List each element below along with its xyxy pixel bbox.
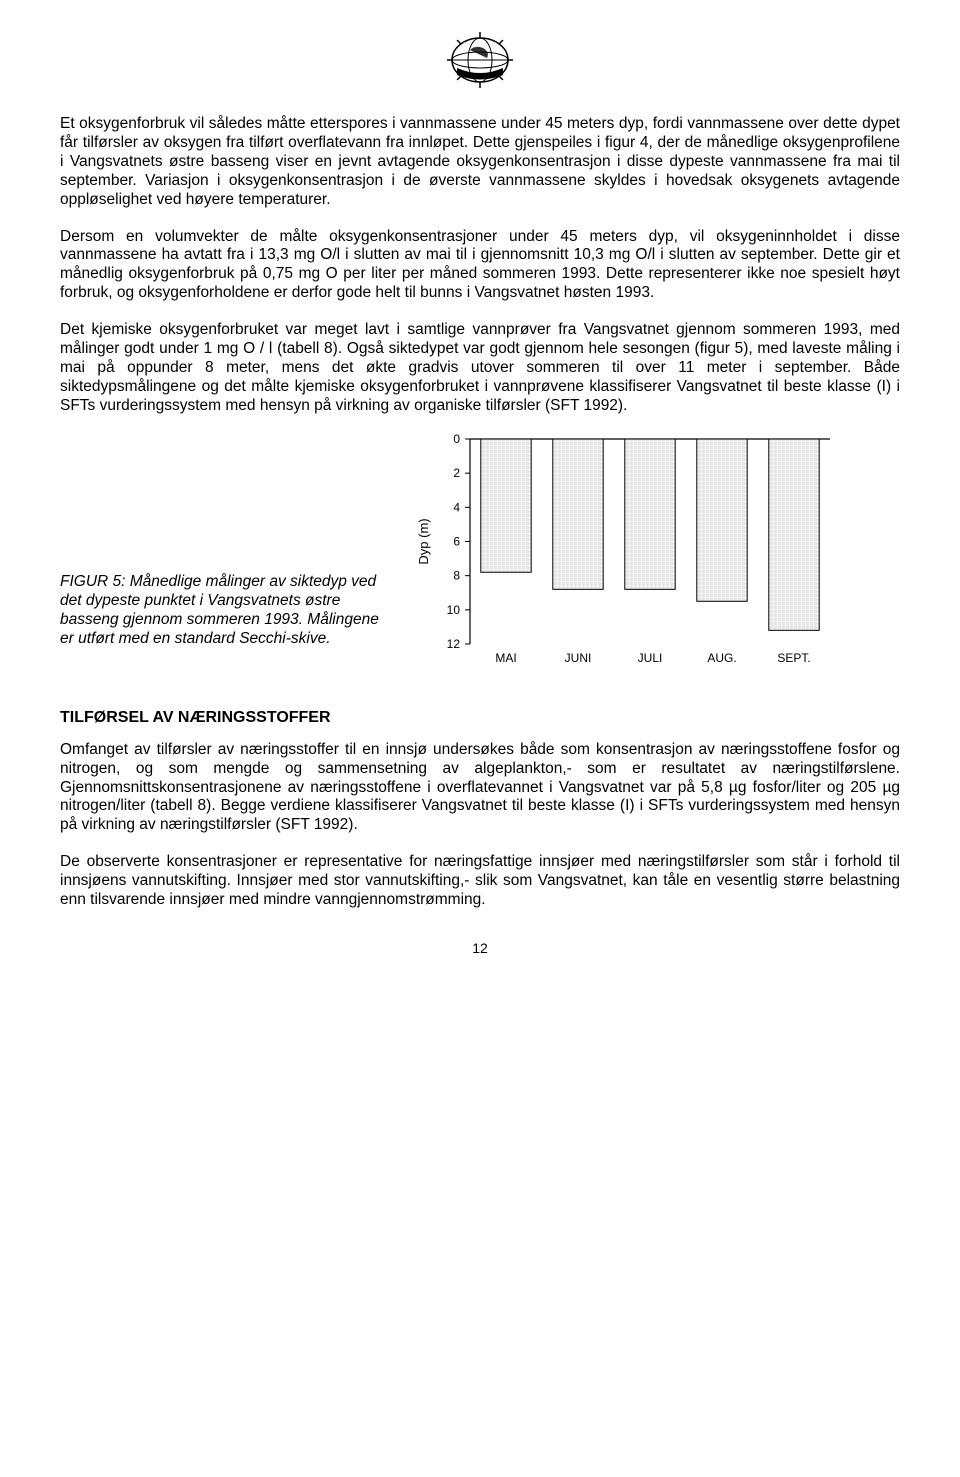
paragraph-4: Omfanget av tilførsler av næringsstoffer… xyxy=(60,741,900,836)
figure-5-caption: FIGUR 5: Månedlige målinger av siktedyp … xyxy=(60,573,390,679)
header-logo xyxy=(60,30,900,95)
paragraph-5: De observerte konsentrasjoner er represe… xyxy=(60,853,900,910)
svg-text:SEPT.: SEPT. xyxy=(777,651,810,665)
svg-text:0: 0 xyxy=(453,434,460,446)
svg-text:2: 2 xyxy=(453,466,460,480)
page-number: 12 xyxy=(60,940,900,956)
svg-text:JUNI: JUNI xyxy=(565,651,592,665)
svg-text:10: 10 xyxy=(447,603,461,617)
svg-text:4: 4 xyxy=(453,500,460,514)
section-heading: TILFØRSEL AV NÆRINGSSTOFFER xyxy=(60,709,900,727)
svg-text:MAI: MAI xyxy=(495,651,516,665)
paragraph-1: Et oksygenforbruk vil således måtte ette… xyxy=(60,115,900,210)
svg-text:AUG.: AUG. xyxy=(707,651,736,665)
svg-text:8: 8 xyxy=(453,568,460,582)
svg-text:Dyp (m): Dyp (m) xyxy=(416,518,431,564)
svg-text:12: 12 xyxy=(447,637,461,651)
svg-text:JULI: JULI xyxy=(638,651,663,665)
figure-5-chart: 0 2 4 6 8 10 12 Dyp (m) MAI JUNI JULI AUG. SEPT. xyxy=(410,434,900,679)
svg-text:6: 6 xyxy=(453,534,460,548)
paragraph-3: Det kjemiske oksygenforbruket var meget … xyxy=(60,321,900,416)
paragraph-2: Dersom en volumvekter de målte oksygenko… xyxy=(60,228,900,304)
